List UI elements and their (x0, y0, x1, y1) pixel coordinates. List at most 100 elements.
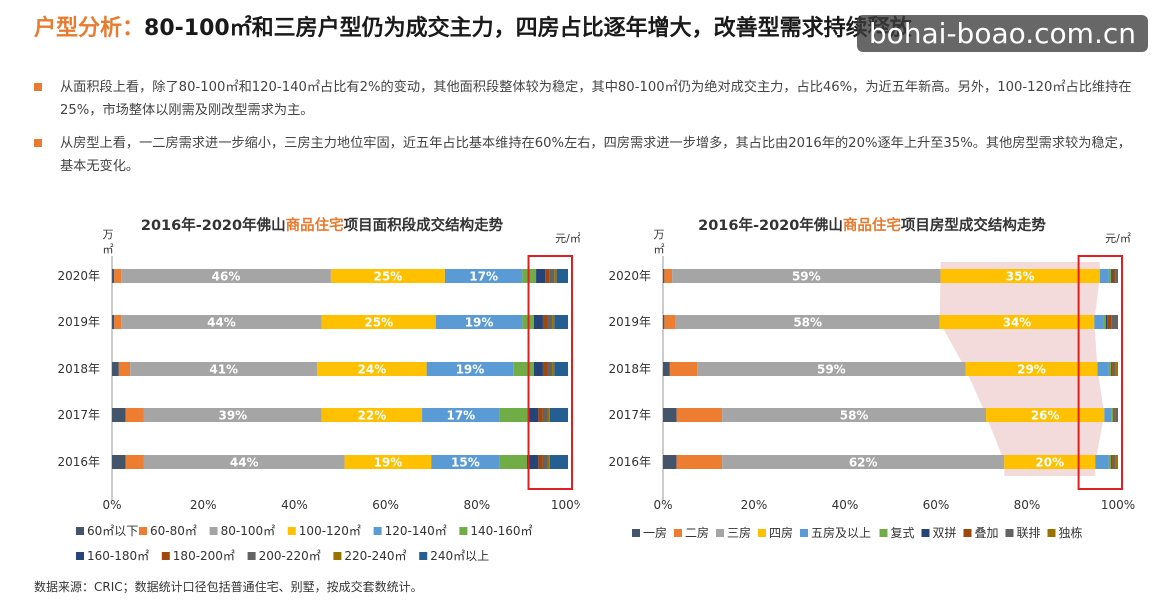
data-label: 19% (374, 456, 403, 470)
highlight-box (1077, 255, 1124, 490)
x-tick-label: 0% (102, 498, 121, 512)
page-title-prefix: 户型分析： (34, 16, 145, 41)
bar-segment (542, 315, 548, 329)
bar-segment (533, 315, 543, 329)
bar-segment (663, 362, 670, 376)
bar-segment (112, 455, 126, 469)
chart-title-part: 商品住宅 (286, 216, 344, 234)
bar-segment (330, 269, 445, 283)
bar-segment (549, 269, 555, 283)
legend-label: 120-140㎡ (385, 524, 447, 538)
legend-label: 80-100㎡ (221, 524, 276, 538)
bar-segment (940, 269, 1100, 283)
bar-segment (1115, 408, 1118, 422)
data-label: 24% (358, 363, 387, 377)
bullet-item-room-type: 从房型上看，一二房需求进一步缩小，三房主力地位牢固，近五年占比基本维持在60%左… (34, 132, 1139, 178)
bullet-item-area: 从面积段上看，除了80-100㎡和120-140㎡占比有2%的变动，其他面积段整… (34, 76, 1139, 122)
watermark: bohai-boao.com.cn (856, 15, 1148, 52)
bar-segment (664, 269, 673, 283)
bar-segment (538, 408, 543, 422)
data-label: 22% (358, 409, 387, 423)
legend-label: 联排 (1017, 526, 1041, 540)
legend-label: 四房 (769, 525, 793, 540)
bar-segment (547, 315, 553, 329)
data-label: 59% (792, 270, 821, 284)
category-label: 2019年 (57, 315, 100, 329)
bar-segment (554, 362, 568, 376)
data-label: 58% (793, 316, 822, 330)
x-tick-label: 100% (1101, 498, 1135, 512)
data-label: 35% (1006, 270, 1035, 284)
bar-segment (444, 269, 523, 283)
legend-swatch (879, 529, 888, 537)
x-tick-label: 0% (653, 498, 672, 512)
bar-segment (499, 408, 530, 422)
category-label: 2018年 (608, 362, 651, 376)
legend-label: 叠加 (975, 526, 999, 540)
bar-segment (143, 455, 345, 469)
data-label: 25% (374, 270, 403, 284)
chart-title: 2016年-2020年佛山商品住宅项目面积段成交结构走势 (141, 216, 504, 234)
bar-segment (1104, 408, 1112, 422)
bar-segment (1103, 315, 1106, 329)
legend-label: 三房 (727, 525, 751, 540)
data-label: 39% (218, 409, 247, 423)
bar-segment (542, 408, 548, 422)
bar-segment (1112, 362, 1114, 376)
chart-title-part: 商品住宅 (843, 216, 901, 234)
legend-label: 140-160㎡ (470, 524, 532, 538)
legend-swatch (419, 552, 428, 560)
bar-segment (542, 362, 548, 376)
data-label: 25% (364, 316, 393, 330)
bar-segment (664, 315, 676, 329)
bar-segment (1097, 362, 1109, 376)
legend-swatch (716, 529, 724, 537)
page-title-main: 80-100㎡和三房户型仍为成交主力，四房占比逐年增大，改善型需求持续释放 (144, 16, 912, 41)
legend-swatch (1047, 529, 1056, 537)
bar-segment (986, 408, 1105, 422)
data-label: 44% (230, 456, 259, 470)
unit-left-label: ㎡ (654, 243, 665, 256)
x-tick-label: 20% (190, 498, 217, 512)
x-tick-label: 20% (741, 498, 768, 512)
bar-segment (1108, 455, 1112, 469)
bar-segment (114, 315, 122, 329)
bar-segment (538, 455, 543, 469)
x-tick-label: 40% (832, 498, 859, 512)
data-label: 19% (465, 316, 494, 330)
bar-segment (552, 362, 555, 376)
data-label: 19% (456, 363, 485, 377)
bar-segment (1113, 408, 1115, 422)
bar-segment (1108, 362, 1112, 376)
bar-segment (1115, 269, 1118, 283)
data-label: 46% (212, 270, 241, 284)
legend-label: 五房及以上 (811, 525, 871, 540)
bar-segment (722, 408, 987, 422)
bar-segment (499, 455, 527, 469)
category-label: 2018年 (57, 362, 100, 376)
bar-segment (317, 362, 427, 376)
bar-segment (722, 455, 1005, 469)
bar-segment (536, 269, 546, 283)
x-tick-label: 60% (923, 498, 950, 512)
legend-swatch (459, 527, 468, 535)
bar-segment (1108, 269, 1112, 283)
legend-swatch (800, 529, 808, 537)
legend-label: 220-240㎡ (344, 549, 406, 563)
bar-segment (1111, 315, 1118, 329)
bar-segment (1111, 408, 1114, 422)
chart-title-part: 2016年-2020年佛山 (698, 216, 843, 234)
bar-segment (663, 315, 665, 329)
unit-right-label: 元/㎡ (1105, 232, 1131, 245)
bar-segment (513, 362, 534, 376)
bar-segment (114, 269, 122, 283)
data-label: 29% (1017, 363, 1046, 377)
bar-segment (939, 315, 1095, 329)
legend-swatch (333, 552, 342, 560)
bar-segment (1004, 455, 1096, 469)
bar-segment (1113, 455, 1116, 469)
legend-swatch (209, 527, 218, 535)
bar-segment (321, 315, 436, 329)
legend-swatch (632, 529, 640, 537)
